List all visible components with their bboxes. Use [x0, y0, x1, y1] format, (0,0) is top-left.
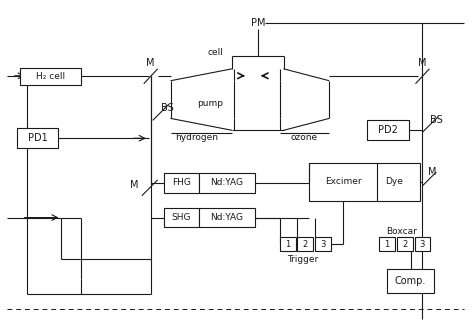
Bar	[387, 269, 434, 293]
Bar	[199, 208, 255, 227]
Bar	[367, 120, 409, 140]
Text: M: M	[146, 58, 155, 68]
Text: H₂ cell: H₂ cell	[36, 72, 65, 81]
Text: 1: 1	[285, 240, 290, 249]
Text: pump: pump	[197, 99, 223, 108]
Bar	[164, 208, 199, 227]
Bar	[280, 237, 295, 251]
Bar	[298, 237, 313, 251]
Text: M: M	[418, 58, 427, 68]
Text: M: M	[130, 180, 139, 190]
Bar	[397, 237, 412, 251]
Text: ozone: ozone	[291, 133, 318, 142]
Text: BS: BS	[430, 115, 443, 125]
Text: 1: 1	[384, 240, 389, 249]
Text: Nd:YAG: Nd:YAG	[210, 213, 244, 222]
Bar	[164, 173, 199, 193]
Text: FHG: FHG	[172, 178, 191, 187]
Text: cell: cell	[207, 48, 223, 57]
Bar	[315, 237, 331, 251]
Text: Trigger: Trigger	[287, 255, 318, 264]
Text: 2: 2	[303, 240, 308, 249]
Text: Comp.: Comp.	[395, 276, 426, 286]
Text: Dye: Dye	[385, 177, 402, 186]
Text: 3: 3	[320, 240, 326, 249]
Text: M: M	[428, 167, 437, 177]
Text: hydrogen: hydrogen	[175, 133, 218, 142]
Text: PD1: PD1	[28, 133, 47, 143]
Text: Nd:YAG: Nd:YAG	[210, 178, 244, 187]
Bar	[20, 68, 82, 85]
Bar	[199, 173, 255, 193]
Text: 3: 3	[420, 240, 425, 249]
Bar	[379, 237, 395, 251]
Bar	[414, 237, 430, 251]
Bar	[310, 163, 420, 201]
Text: Boxcar: Boxcar	[386, 227, 417, 236]
Text: PD2: PD2	[378, 125, 398, 135]
Bar	[17, 128, 58, 148]
Text: Excimer: Excimer	[325, 177, 361, 186]
Text: BS: BS	[161, 104, 173, 114]
Text: 2: 2	[402, 240, 407, 249]
Text: SHG: SHG	[172, 213, 191, 222]
Text: PM: PM	[251, 18, 265, 28]
